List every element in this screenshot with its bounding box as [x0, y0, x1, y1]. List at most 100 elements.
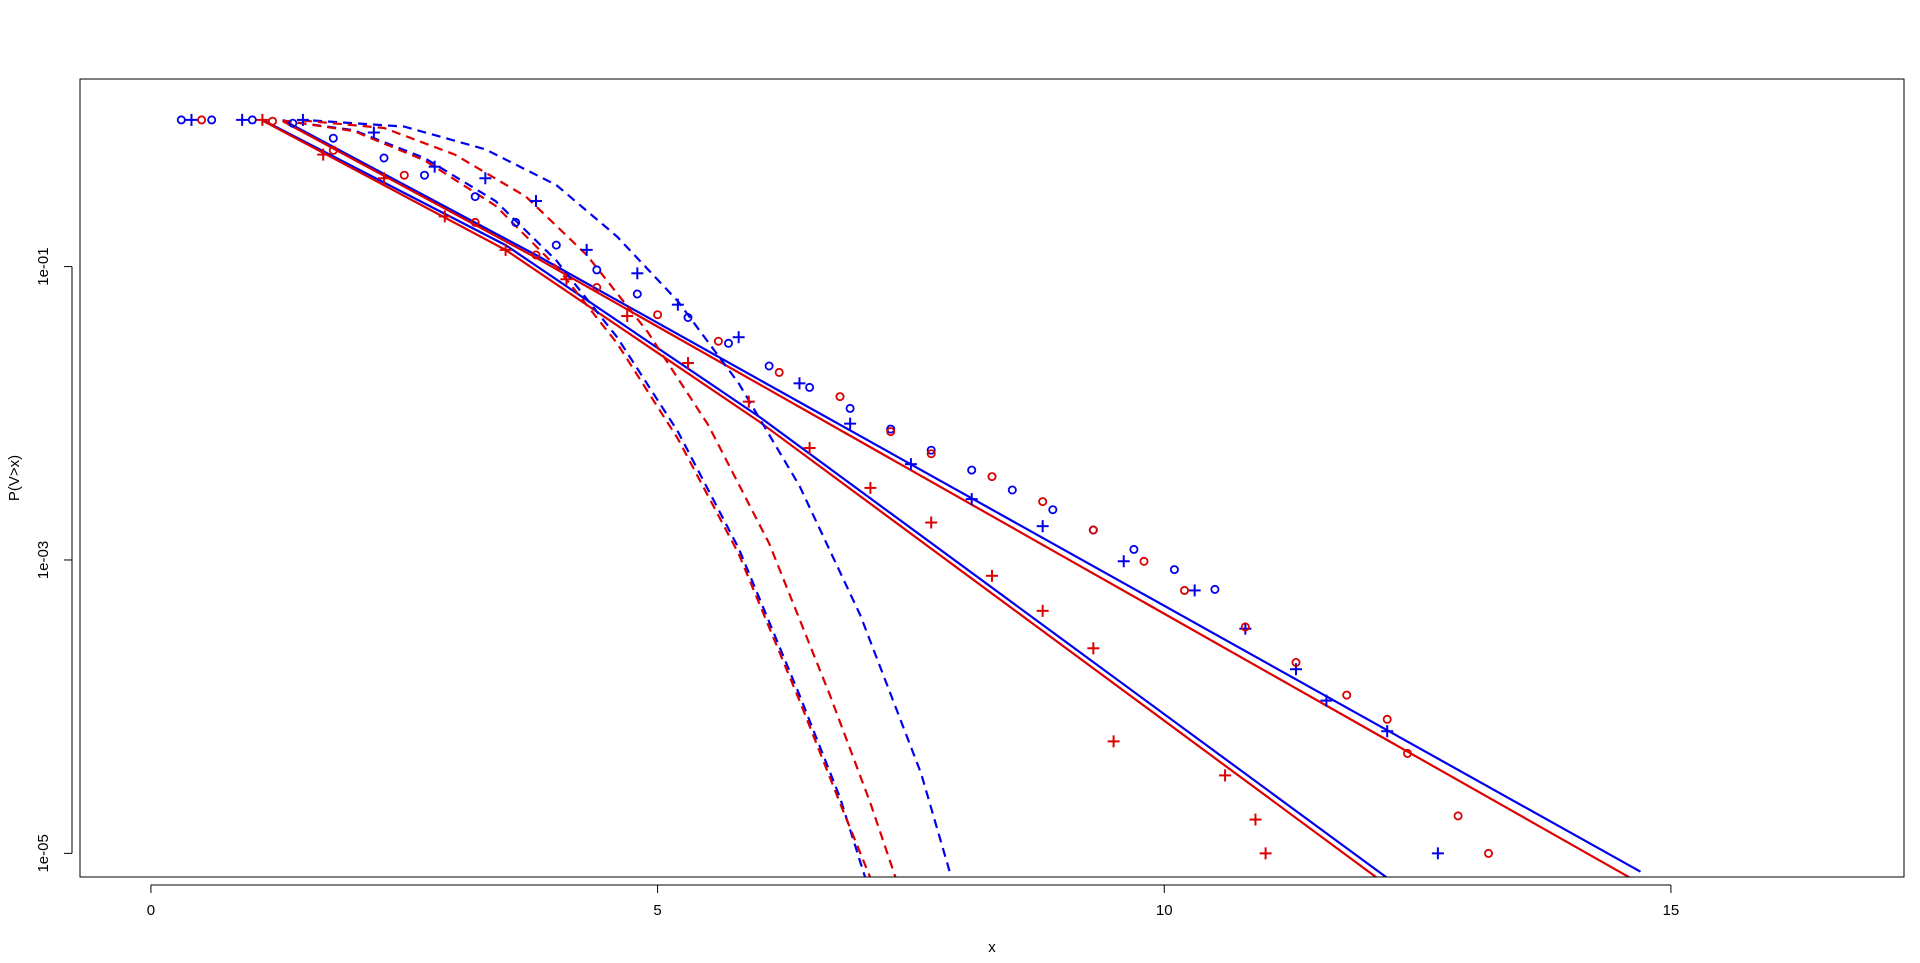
point-circle-s0-19 [967, 465, 977, 475]
point-plus-s3-2 [378, 172, 390, 185]
point-plus-s1-4 [428, 160, 441, 173]
point-circle-s2-14 [1038, 497, 1048, 507]
point-circle-s0-10 [592, 265, 602, 275]
point-circle-s0-5 [379, 153, 389, 163]
point-circle-s2-20 [1342, 690, 1352, 700]
point-plus-s1-0 [185, 113, 198, 126]
x-tick-label-3: 15 [1663, 902, 1680, 919]
point-circle-s0-21 [1048, 505, 1058, 515]
point-circle-s0-7 [470, 192, 480, 202]
point-plus-s3-5 [560, 273, 573, 286]
point-plus-s3-6 [621, 310, 634, 323]
point-plus-s3-12 [986, 569, 998, 582]
point-circle-s0-25 [1210, 584, 1220, 594]
point-plus-s1-10 [732, 331, 745, 344]
point-circle-s2-0 [197, 115, 207, 125]
point-circle-s0-11 [632, 289, 642, 299]
point-circle-s2-5 [531, 250, 541, 260]
point-plus-s1-8 [631, 267, 644, 280]
point-circle-s0-2 [247, 115, 257, 125]
point-plus-s3-0 [256, 113, 269, 126]
point-circle-s0-0 [176, 115, 186, 125]
x-axis: 0 5 10 15 [147, 884, 1680, 919]
point-plus-s3-13 [1036, 604, 1049, 617]
point-plus-s1-6 [530, 194, 542, 207]
point-circle-s0-1 [207, 115, 217, 125]
point-circle-s0-20 [1007, 485, 1017, 495]
y-tick-label-0: 1e-01 [35, 247, 52, 285]
point-plus-s1-22 [1431, 847, 1444, 860]
point-plus-s3-18 [1259, 847, 1272, 860]
point-plus-s1-11 [793, 377, 806, 390]
point-circle-s2-4 [470, 217, 480, 227]
point-circle-s2-17 [1180, 585, 1190, 595]
point-circle-s2-3 [399, 170, 409, 180]
x-tick-label-1: 5 [653, 902, 661, 919]
point-plus-s3-17 [1249, 813, 1262, 826]
point-plus-s3-16 [1219, 769, 1232, 782]
point-plus-s3-11 [925, 516, 938, 529]
fit-line-0 [282, 118, 1642, 873]
point-plus-s1-21 [1381, 725, 1394, 738]
x-tick-label-0: 0 [147, 902, 155, 919]
x-axis-title: x [988, 939, 996, 956]
point-plus-s1-16 [1117, 555, 1130, 568]
point-circle-s0-18 [926, 445, 936, 455]
point-circle-s0-24 [1169, 565, 1179, 575]
y-axis: 1e-01 1e-03 1e-05 [35, 247, 73, 873]
dashed-curve-5 [302, 119, 897, 877]
point-plus-s3-10 [864, 481, 877, 494]
point-circle-s0-8 [511, 217, 521, 227]
point-circle-s2-16 [1139, 556, 1149, 566]
point-plus-s1-1 [236, 113, 249, 126]
x-tick-label-2: 10 [1156, 902, 1173, 919]
point-circle-s2-9 [774, 367, 784, 377]
point-circle-s2-15 [1088, 525, 1098, 535]
plot-frame [79, 78, 1905, 878]
data-points [176, 113, 1494, 860]
point-circle-s0-15 [805, 382, 815, 392]
point-circle-s2-12 [926, 449, 936, 459]
point-plus-s3-1 [317, 148, 330, 161]
point-circle-s0-3 [288, 118, 298, 128]
dashed-curve-7 [282, 119, 872, 877]
point-plus-s1-9 [671, 298, 684, 311]
y-tick-label-2: 1e-05 [35, 834, 52, 872]
point-circle-s2-13 [987, 472, 997, 482]
y-axis-title: P(V>x) [6, 455, 23, 501]
point-plus-s1-14 [965, 493, 978, 506]
point-plus-s1-3 [367, 126, 380, 139]
point-circle-s2-11 [886, 427, 896, 437]
point-circle-s0-23 [1129, 544, 1139, 554]
point-circle-s2-18 [1240, 622, 1250, 632]
point-circle-s2-2 [328, 145, 338, 155]
point-plus-s3-9 [803, 441, 816, 454]
point-circle-s2-24 [1484, 848, 1494, 858]
point-plus-s1-2 [296, 113, 309, 126]
point-plus-s1-17 [1188, 584, 1201, 597]
fit-line-3 [261, 119, 1378, 877]
point-circle-s0-12 [683, 312, 693, 322]
point-circle-s0-6 [419, 170, 429, 180]
point-plus-s1-12 [844, 417, 857, 430]
point-plus-s1-5 [479, 172, 492, 185]
point-plus-s3-15 [1107, 735, 1120, 748]
point-circle-s0-14 [764, 361, 774, 371]
point-plus-s3-4 [499, 243, 512, 256]
point-circle-s0-16 [845, 403, 855, 413]
y-tick-label-1: 1e-03 [35, 541, 52, 579]
point-plus-s1-13 [904, 458, 917, 471]
point-circle-s2-22 [1403, 748, 1413, 758]
point-plus-s3-3 [438, 210, 451, 223]
point-circle-s2-10 [835, 392, 845, 402]
point-plus-s3-14 [1087, 642, 1100, 655]
point-circle-s0-4 [328, 133, 338, 143]
point-circle-s2-1 [267, 116, 277, 126]
dashed-curve-6 [282, 119, 867, 877]
point-plus-s1-20 [1320, 694, 1333, 707]
point-circle-s0-13 [724, 338, 734, 348]
point-plus-s1-15 [1036, 520, 1049, 533]
point-plus-s3-8 [742, 395, 755, 408]
